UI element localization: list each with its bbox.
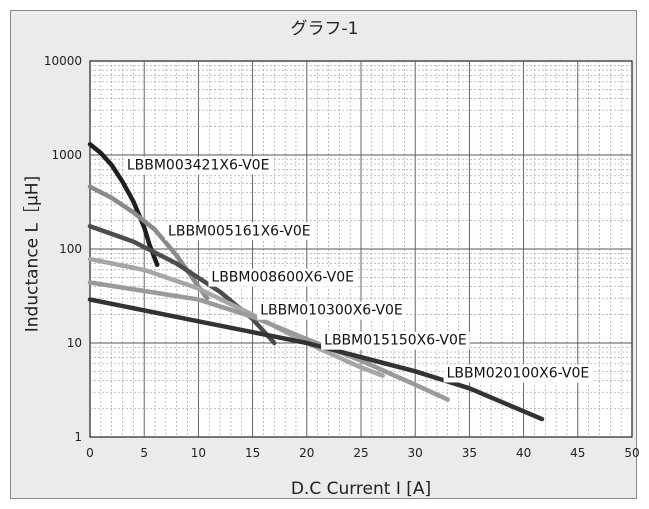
- x-tick-label: 15: [245, 446, 260, 460]
- series-lines: [87, 142, 545, 422]
- x-tick-label: 25: [353, 446, 368, 460]
- series-label-bg: [443, 364, 593, 383]
- series-label-bg: [123, 156, 273, 175]
- x-tick-label: 40: [516, 446, 531, 460]
- x-tick-label: 50: [624, 446, 639, 460]
- y-tick-label: 100: [59, 242, 82, 256]
- y-tick-label: 1000: [51, 148, 82, 162]
- x-tick-label: 20: [299, 446, 314, 460]
- series-label-bg: [208, 268, 358, 287]
- series-line-1: [87, 142, 160, 267]
- x-tick-label: 5: [140, 446, 148, 460]
- series-label: LBBM010300X6-V0E: [260, 303, 403, 319]
- x-tick-label: 0: [86, 446, 94, 460]
- series-label: LBBM008600X6-V0E: [211, 270, 354, 286]
- x-tick-label: 45: [570, 446, 585, 460]
- series-label-bg: [165, 222, 314, 241]
- x-tick-label: 30: [408, 446, 423, 460]
- series-label-bg: [321, 331, 470, 350]
- series-line-6: [87, 297, 545, 422]
- series-label: LBBM020100X6-V0E: [447, 365, 590, 381]
- x-axis-label: D.C Current I [A]: [290, 479, 432, 499]
- y-tick-label: 1: [74, 430, 82, 444]
- series-labels: LBBM003421X6-V0E LBBM005161X6-V0E LBBM0086…: [123, 156, 593, 383]
- grid: [89, 60, 633, 438]
- axis-ticks: 0 5 10 15 20 25 30 35 40 45 50 1 10 100 1000 10000: [44, 54, 640, 460]
- y-tick-label: 10: [67, 336, 82, 350]
- series-line-5: [87, 280, 450, 402]
- chart-title: グラフ-1: [290, 19, 359, 39]
- series-label-bg: [257, 301, 406, 320]
- x-tick-label: 35: [462, 446, 477, 460]
- series-line-3: [87, 223, 277, 346]
- series-label: LBBM015150X6-V0E: [324, 333, 467, 349]
- y-tick-label: 10000: [44, 54, 82, 68]
- series-label: LBBM003421X6-V0E: [127, 158, 270, 174]
- series-label: LBBM005161X6-V0E: [168, 223, 311, 239]
- x-tick-label: 10: [191, 446, 206, 460]
